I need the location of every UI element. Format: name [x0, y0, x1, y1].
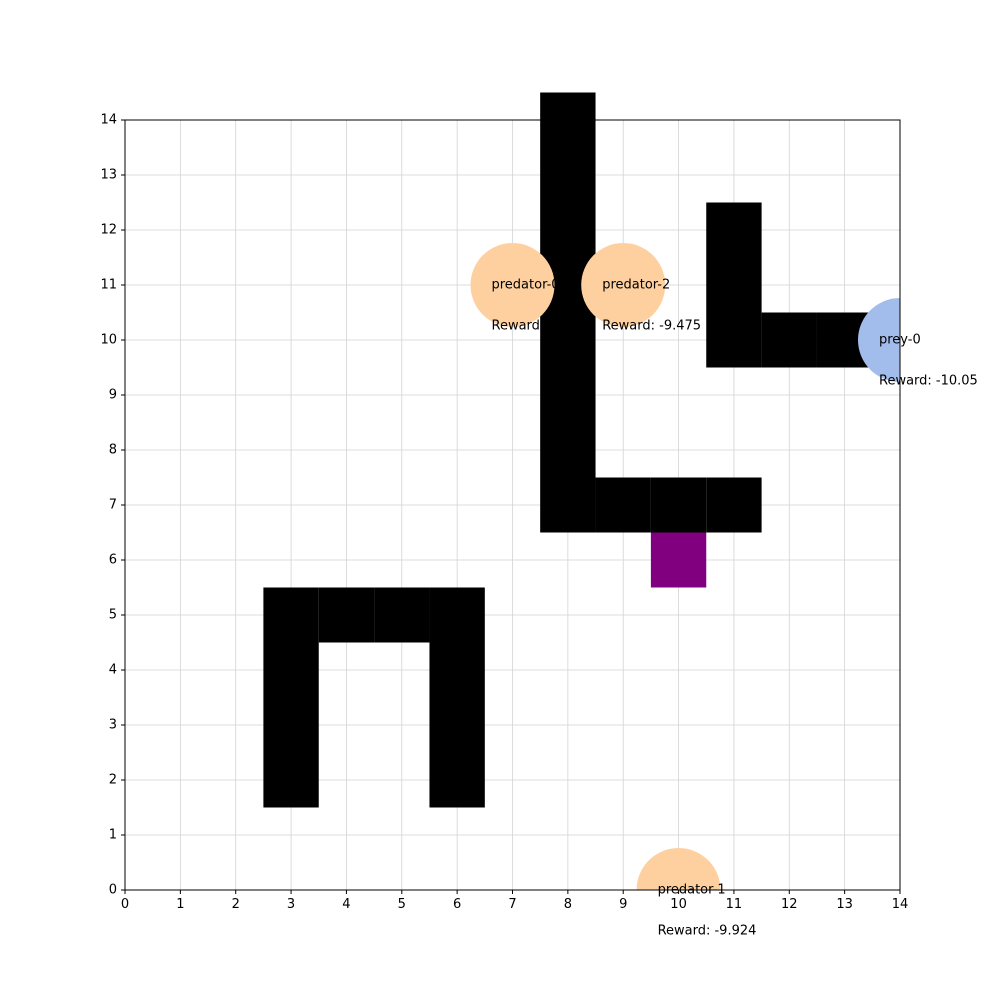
cell-layer	[263, 92, 873, 808]
predator-agent-marker	[581, 243, 666, 327]
predator-agent-marker	[470, 243, 555, 327]
wall-cell	[318, 587, 375, 643]
y-tick-label: 3	[109, 718, 117, 733]
wall-cell	[429, 642, 485, 698]
wall-cell	[540, 477, 596, 533]
y-tick-label: 9	[109, 388, 117, 403]
y-tick-label: 12	[100, 223, 117, 238]
x-tick-label: 4	[342, 897, 350, 912]
x-tick-label: 11	[726, 897, 743, 912]
wall-cell	[263, 587, 319, 643]
y-tick-label: 5	[109, 608, 117, 623]
x-tick-label: 13	[836, 897, 853, 912]
y-tick-label: 2	[109, 773, 117, 788]
x-tick-label: 6	[453, 897, 461, 912]
x-tick-label: 10	[670, 897, 687, 912]
x-tick-label: 0	[121, 897, 129, 912]
wall-cell	[540, 202, 596, 258]
y-tick-label: 13	[100, 168, 117, 183]
y-tick-label: 7	[109, 498, 117, 513]
x-tick-label: 12	[781, 897, 798, 912]
y-tick-label: 14	[100, 113, 117, 128]
wall-cell	[706, 257, 762, 313]
y-tick-label: 4	[109, 663, 117, 678]
wall-cell	[540, 147, 596, 203]
agent-layer	[470, 243, 900, 890]
wall-cell	[429, 752, 485, 808]
wall-cell	[706, 312, 762, 368]
agent-labels: predator-0 Reward: -9.475 predator-2 Reward…	[492, 278, 978, 939]
wall-cell	[429, 697, 485, 753]
wall-cell	[540, 312, 596, 368]
x-tick-label: 1	[176, 897, 184, 912]
predator-agent-reward: Reward: -9.924	[658, 924, 757, 939]
predator-agent-name: predator-0	[492, 278, 560, 293]
wall-cell	[374, 587, 430, 643]
goal-cell	[650, 532, 707, 588]
wall-cell	[650, 477, 707, 533]
y-tick-label: 11	[100, 278, 117, 293]
predator-agent-name: predator-2	[602, 278, 670, 293]
x-tick-label: 9	[619, 897, 627, 912]
predator-agent-marker	[636, 848, 721, 890]
wall-cell	[595, 477, 651, 533]
wall-cell	[540, 422, 596, 478]
wall-cell	[706, 202, 762, 258]
y-tick-label: 10	[100, 333, 117, 348]
y-tick-label: 1	[109, 828, 117, 843]
x-tick-label: 14	[892, 897, 909, 912]
y-tick-label: 8	[109, 443, 117, 458]
y-tick-label: 0	[109, 883, 117, 898]
x-tick-label: 2	[232, 897, 240, 912]
wall-cell	[263, 697, 319, 753]
predator-agent-name: predator-1	[658, 883, 726, 898]
predator-agent-reward: Reward: -9.475	[602, 319, 701, 334]
y-tick-label: 6	[109, 553, 117, 568]
x-tick-label: 5	[398, 897, 406, 912]
x-tick-label: 8	[564, 897, 572, 912]
prey-agent-reward: Reward: -10.05	[879, 374, 978, 389]
prey-agent-marker	[858, 298, 900, 382]
prey-agent-name: prey-0	[879, 333, 921, 348]
wall-cell	[706, 477, 762, 533]
wall-cell	[263, 642, 319, 698]
wall-cell	[761, 312, 817, 368]
wall-cell	[540, 367, 596, 423]
grid-lines	[124, 119, 901, 891]
wall-cell	[263, 752, 319, 808]
x-tick-label: 7	[508, 897, 516, 912]
x-tick-label: 3	[287, 897, 295, 912]
wall-cell	[429, 587, 485, 643]
predator-agent-reward: Reward: -9.475	[492, 319, 591, 334]
